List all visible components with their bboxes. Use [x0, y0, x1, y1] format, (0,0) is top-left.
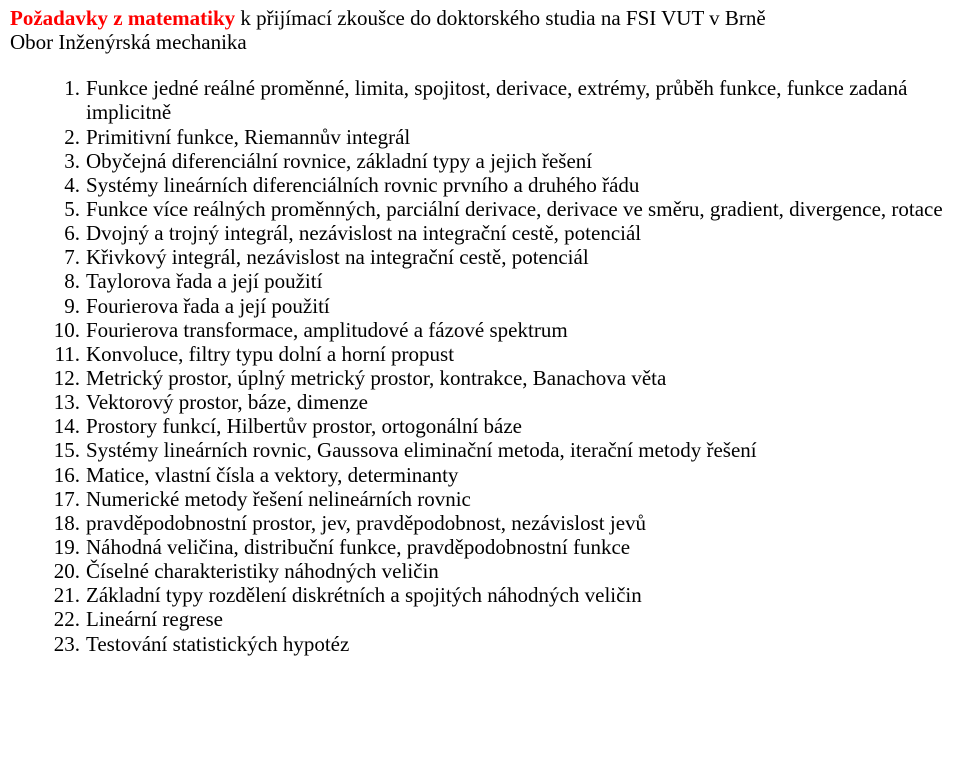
list-item-text: Křivkový integrál, nezávislost na integr…: [86, 245, 589, 269]
list-item-text: Primitivní funkce, Riemannův integrál: [86, 125, 410, 149]
list-item-text: Číselné charakteristiky náhodných veliči…: [86, 559, 439, 583]
list-item: Funkce více reálných proměnných, parciál…: [86, 197, 959, 221]
list-item: Testování statistických hypotéz: [86, 632, 959, 656]
list-item-text: Prostory funkcí, Hilbertův prostor, orto…: [86, 414, 522, 438]
list-item: Systémy lineárních diferenciálních rovni…: [86, 173, 959, 197]
list-item: Fourierova řada a její použití: [86, 294, 959, 318]
list-item: Primitivní funkce, Riemannův integrál: [86, 125, 959, 149]
list-item: Matice, vlastní čísla a vektory, determi…: [86, 463, 959, 487]
list-item: Vektorový prostor, báze, dimenze: [86, 390, 959, 414]
list-item-text: Lineární regrese: [86, 607, 223, 631]
document-subtitle: Obor Inženýrská mechanika: [10, 30, 959, 54]
list-item: Obyčejná diferenciální rovnice, základní…: [86, 149, 959, 173]
list-item: Numerické metody řešení nelineárních rov…: [86, 487, 959, 511]
list-item: Základní typy rozdělení diskrétních a sp…: [86, 583, 959, 607]
requirements-list: Funkce jedné reálné proměnné, limita, sp…: [10, 76, 959, 655]
list-item-text: Fourierova řada a její použití: [86, 294, 330, 318]
list-item-text: Funkce jedné reálné proměnné, limita, sp…: [86, 76, 907, 124]
list-item: Metrický prostor, úplný metrický prostor…: [86, 366, 959, 390]
list-item-text: Funkce více reálných proměnných, parciál…: [86, 197, 943, 221]
document-title-rest: k přijímací zkoušce do doktorského studi…: [235, 6, 766, 30]
list-item: Taylorova řada a její použití: [86, 269, 959, 293]
list-item-text: Metrický prostor, úplný metrický prostor…: [86, 366, 666, 390]
document-title-line: Požadavky z matematiky k přijímací zkouš…: [10, 6, 959, 30]
list-item-text: Konvoluce, filtry typu dolní a horní pro…: [86, 342, 454, 366]
list-item-text: Taylorova řada a její použití: [86, 269, 322, 293]
list-item-text: Systémy lineárních diferenciálních rovni…: [86, 173, 639, 197]
list-item: Fourierova transformace, amplitudové a f…: [86, 318, 959, 342]
list-item: pravděpodobnostní prostor, jev, pravděpo…: [86, 511, 959, 535]
list-item-text: pravděpodobnostní prostor, jev, pravděpo…: [86, 511, 646, 535]
list-item: Lineární regrese: [86, 607, 959, 631]
list-item: Náhodná veličina, distribuční funkce, pr…: [86, 535, 959, 559]
list-item-text: Obyčejná diferenciální rovnice, základní…: [86, 149, 592, 173]
list-item: Dvojný a trojný integrál, nezávislost na…: [86, 221, 959, 245]
document-title-highlight: Požadavky z matematiky: [10, 6, 235, 30]
list-item-text: Fourierova transformace, amplitudové a f…: [86, 318, 568, 342]
list-item: Křivkový integrál, nezávislost na integr…: [86, 245, 959, 269]
list-item-text: Systémy lineárních rovnic, Gaussova elim…: [86, 438, 757, 462]
list-item: Prostory funkcí, Hilbertův prostor, orto…: [86, 414, 959, 438]
list-item-text: Základní typy rozdělení diskrétních a sp…: [86, 583, 642, 607]
list-item-text: Dvojný a trojný integrál, nezávislost na…: [86, 221, 641, 245]
list-item-text: Numerické metody řešení nelineárních rov…: [86, 487, 471, 511]
list-item-text: Testování statistických hypotéz: [86, 632, 349, 656]
list-item-text: Matice, vlastní čísla a vektory, determi…: [86, 463, 458, 487]
list-item: Funkce jedné reálné proměnné, limita, sp…: [86, 76, 959, 124]
list-item-text: Náhodná veličina, distribuční funkce, pr…: [86, 535, 630, 559]
list-item: Konvoluce, filtry typu dolní a horní pro…: [86, 342, 959, 366]
list-item: Systémy lineárních rovnic, Gaussova elim…: [86, 438, 959, 462]
list-item: Číselné charakteristiky náhodných veliči…: [86, 559, 959, 583]
list-item-text: Vektorový prostor, báze, dimenze: [86, 390, 368, 414]
